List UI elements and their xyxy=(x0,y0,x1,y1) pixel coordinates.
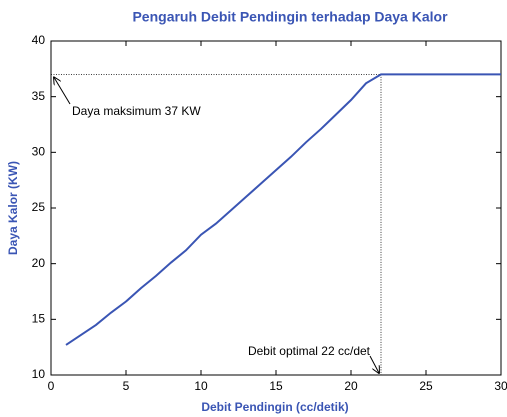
y-tick-label: 20 xyxy=(32,256,46,270)
y-axis-label: Daya Kalor (KW) xyxy=(6,161,20,255)
y-tick-label: 30 xyxy=(32,145,46,159)
annotation-arrow xyxy=(369,355,379,373)
plot-frame xyxy=(50,40,502,376)
x-tick-label: 10 xyxy=(194,379,208,393)
annotation: Debit optimal 22 cc/det xyxy=(248,344,371,358)
data-line xyxy=(65,73,501,346)
x-tick-label: 0 xyxy=(48,379,55,393)
x-tick-label: 30 xyxy=(494,379,507,393)
y-tick-label: 10 xyxy=(32,367,46,381)
chart-title: Pengaruh Debit Pendingin terhadap Daya K… xyxy=(132,9,448,25)
annotation: Daya maksimum 37 KW xyxy=(72,104,201,118)
x-tick-label: 25 xyxy=(419,379,433,393)
x-tick-label: 20 xyxy=(344,379,358,393)
y-tick-label: 40 xyxy=(32,33,46,47)
y-tick-label: 15 xyxy=(32,312,46,326)
x-tick-label: 15 xyxy=(269,379,283,393)
y-tick-label: 35 xyxy=(32,89,46,103)
x-axis-label: Debit Pendingin (cc/detik) xyxy=(201,400,348,414)
annotation-arrow xyxy=(54,77,71,105)
y-tick-label: 25 xyxy=(32,200,46,214)
x-tick-label: 5 xyxy=(123,379,130,393)
